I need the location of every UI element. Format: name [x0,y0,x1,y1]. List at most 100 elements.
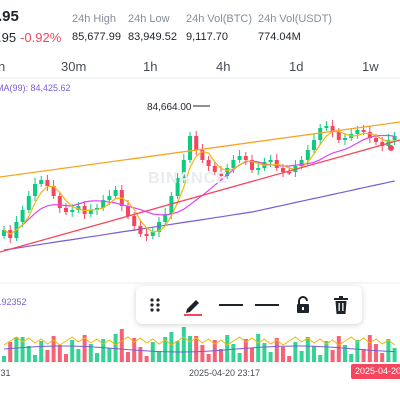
toolbar-line-weight-button[interactable] [250,286,284,324]
volume-bar [386,339,391,362]
volume-ma99-line [3,345,395,353]
candle [305,150,310,160]
candle [336,132,341,140]
volume-bar [312,346,316,362]
volume-bar [367,335,372,362]
volume-bar [243,339,248,362]
current-price: .95 [0,8,19,25]
volume-bar [20,337,25,362]
tab-timeframe-partial[interactable]: n [0,59,6,74]
volume-bar [8,342,13,362]
line-weight-icon [255,304,279,306]
volume-bar [225,335,230,362]
candle [330,126,335,132]
candle [132,216,137,226]
stat-low-label: 24h Low [128,13,170,25]
volume-bar [324,341,329,362]
drag-handle-icon [150,298,160,312]
candle [2,230,6,236]
candle [169,196,174,214]
candle [150,232,155,236]
volume-value: 2.92352 [0,297,27,307]
candle [200,150,205,160]
high-price-marker: 84,664.00 [147,102,192,113]
volume-bar [181,327,186,362]
price-change-percent: -0.92% [20,30,62,45]
candle [374,138,378,142]
price-change-value: .95 [0,30,17,45]
volume-bar [64,354,68,362]
volume-bar [250,348,254,362]
pencil-icon [184,300,202,316]
volume-bar [33,355,37,362]
volume-bar [287,356,292,362]
volume-bar [355,340,360,362]
candle [219,172,223,176]
candle [188,136,192,160]
volume-bar [299,351,304,362]
candle [250,160,254,170]
toolbar-delete-button[interactable] [324,286,358,324]
candle [113,190,118,196]
candle [225,168,230,176]
candle [39,180,44,184]
drawing-toolbar [136,286,362,324]
toolbar-drag-button[interactable] [138,286,172,324]
volume-bar [374,344,378,362]
tab-1h[interactable]: 1h [143,59,158,74]
volume-bar [336,336,341,362]
candle [163,214,168,222]
candle [157,222,161,232]
candle [138,226,143,234]
candle [361,130,366,132]
tab-1w[interactable]: 1w [362,59,379,74]
volume-bar [70,340,75,362]
volume-ma-line [3,336,395,346]
volume-bar [157,351,161,362]
volume-bar [101,339,106,362]
volume-bar [219,349,223,362]
volume-bar [51,336,56,362]
volume-bar [256,334,261,362]
tab-1d[interactable]: 1d [289,59,304,74]
trendline-orange[interactable] [0,121,400,178]
current-time-badge: 2025-04-20 [351,364,400,379]
candle [231,160,236,168]
candle [380,142,385,146]
candle [287,172,292,174]
candle [88,210,93,214]
trendline-handle[interactable] [388,145,394,151]
candle [26,196,31,210]
volume-bar [380,353,385,362]
candle [175,178,180,196]
candle [212,166,217,172]
volume-bar [119,329,124,362]
volume-bar [88,344,93,362]
time-label-left: :31 [0,368,11,378]
candle [64,208,68,212]
stat-low-value: 83,949.52 [128,31,177,43]
tab-4h[interactable]: 4h [216,59,231,74]
candles [2,120,397,243]
volume-bar [293,342,298,362]
volume-bar [392,348,397,362]
tab-30m[interactable]: 30m [61,59,87,74]
toolbar-color-button[interactable] [176,286,210,324]
candle [76,206,81,210]
candle [355,130,360,134]
volume-bar [95,353,99,362]
volume-bar [200,345,205,362]
candle [312,140,316,150]
volume-bar [150,342,155,362]
volume-bar [26,346,31,362]
toolbar-line-style-button[interactable] [214,286,248,324]
volume-bar [82,335,87,362]
candle [107,196,112,200]
candle [101,200,106,208]
trendline-red[interactable] [0,139,400,253]
candle [181,160,186,178]
ma25-line [3,134,395,235]
volume-bar [126,352,130,362]
toolbar-lock-button[interactable] [286,286,320,324]
